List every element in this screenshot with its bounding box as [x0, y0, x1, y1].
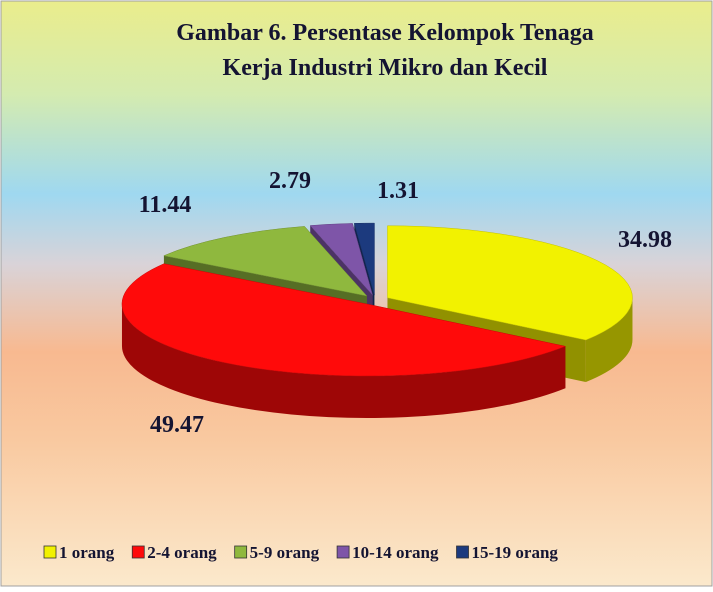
slice-top [353, 222, 375, 296]
slice-top [309, 223, 373, 296]
legend-label: 15-19 orang [472, 543, 559, 562]
legend-swatch [456, 545, 469, 559]
chart-title: Gambar 6. Persentase Kelompok Tenaga [176, 20, 594, 46]
legend-swatch [234, 545, 248, 559]
legend-label: 1 orang [59, 543, 115, 562]
legend-swatch [43, 545, 57, 559]
legend-swatch [336, 545, 350, 559]
pie-slice [121, 263, 567, 419]
legend-label: 10-14 orang [352, 543, 439, 562]
chart-title: Kerja Industri Mikro dan Kecil [223, 55, 548, 81]
legend-label: 2-4 orang [147, 543, 217, 562]
slice-top [387, 225, 633, 341]
slice-wall [585, 297, 633, 383]
data-label: 1.31 [377, 178, 419, 204]
data-label: 11.44 [139, 192, 192, 218]
slice-wall [121, 304, 566, 419]
legend-swatch [131, 545, 145, 559]
data-label: 34.98 [618, 227, 672, 253]
data-label: 49.47 [150, 412, 204, 438]
slice-top [163, 226, 368, 297]
data-label: 2.79 [269, 168, 311, 194]
slice-top [121, 263, 567, 377]
legend-label: 5-9 orang [250, 543, 320, 562]
